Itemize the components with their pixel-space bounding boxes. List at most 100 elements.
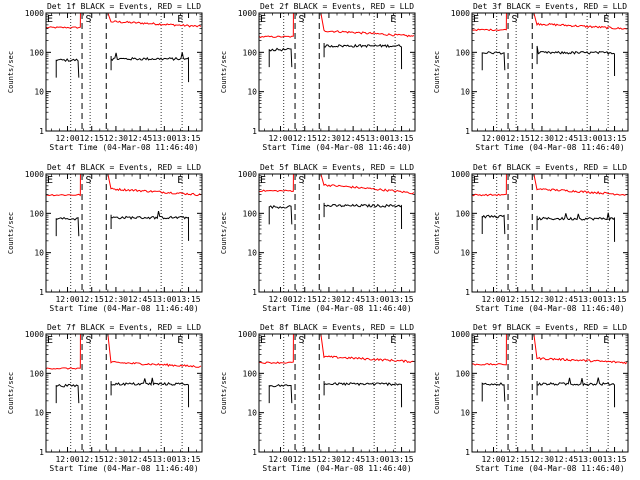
marker-s: S	[85, 175, 91, 186]
lld-series-line	[45, 173, 87, 197]
y-tick-label: 10	[34, 249, 44, 258]
panel-9: Det 9f BLACK = Events, RED = LLD 1 10 100 10…	[433, 323, 629, 473]
events-series-line	[110, 210, 190, 241]
x-tick-label: 13:15	[177, 295, 201, 304]
events-series-line	[323, 43, 403, 70]
marker-s: S	[511, 335, 517, 346]
marker-e: E	[603, 175, 609, 186]
events-series-line	[55, 216, 80, 237]
marker-e: E	[390, 175, 396, 186]
x-tick-label: 12:15	[506, 134, 530, 143]
y-tick-label: 10	[34, 88, 44, 97]
marker-e-left: E	[260, 335, 266, 346]
panel-1: Det 1f BLACK = Events, RED = LLD 1 10 100 10…	[7, 2, 203, 152]
marker-s: S	[298, 14, 304, 25]
y-tick-label: 10	[460, 88, 470, 97]
y-tick-label: 10	[460, 409, 470, 418]
marker-s: S	[85, 14, 91, 25]
y-tick-label: 100	[456, 369, 471, 378]
x-tick-label: 13:00	[365, 455, 389, 464]
marker-e-left: E	[260, 175, 266, 186]
x-tick-label: 12:15	[293, 295, 317, 304]
x-tick-label: 12:45	[341, 455, 365, 464]
y-tick-label: 1000	[238, 9, 257, 18]
y-axis-label: Counts/sec	[220, 372, 228, 414]
y-axis-label: Counts/sec	[7, 51, 15, 93]
events-series-line	[536, 212, 616, 242]
x-tick-label: 12:15	[293, 134, 317, 143]
x-tick-label: 13:15	[603, 134, 627, 143]
y-tick-label: 10	[247, 249, 257, 258]
x-tick-label: 12:45	[341, 134, 365, 143]
events-series-line	[481, 51, 506, 71]
x-axis-label: Start Time (04-Mar-08 11:46:40)	[49, 143, 198, 152]
x-tick-label: 12:30	[530, 295, 554, 304]
x-tick-label: 13:15	[390, 295, 414, 304]
panel-3: Det 3f BLACK = Events, RED = LLD 1 10 100 10…	[433, 2, 629, 152]
events-series-line	[55, 383, 80, 404]
lld-series-line	[471, 333, 513, 366]
panel-title: Det 8f BLACK = Events, RED = LLD	[260, 323, 414, 332]
y-axis-label: Counts/sec	[433, 372, 441, 414]
y-tick-label: 100	[243, 209, 258, 218]
x-tick-label: 12:45	[554, 455, 578, 464]
x-tick-label: 13:00	[578, 134, 602, 143]
panel-title: Det 5f BLACK = Events, RED = LLD	[260, 163, 414, 172]
x-tick-label: 12:00	[481, 295, 505, 304]
x-tick-label: 12:15	[506, 295, 530, 304]
marker-e-left: E	[47, 175, 53, 186]
y-tick-label: 10	[34, 409, 44, 418]
marker-e-left: E	[473, 14, 479, 25]
panel-title: Det 1f BLACK = Events, RED = LLD	[47, 2, 201, 11]
x-axis-label: Start Time (04-Mar-08 11:46:40)	[262, 304, 411, 313]
lld-series-line	[533, 12, 628, 30]
y-tick-label: 100	[30, 369, 45, 378]
x-tick-label: 13:00	[152, 134, 176, 143]
y-tick-label: 100	[243, 369, 258, 378]
x-tick-label: 13:15	[390, 134, 414, 143]
panel-title: Det 6f BLACK = Events, RED = LLD	[473, 163, 627, 172]
marker-e: E	[390, 335, 396, 346]
y-tick-label: 1000	[25, 170, 44, 179]
events-series-line	[268, 205, 293, 225]
y-tick-label: 1000	[25, 9, 44, 18]
x-tick-label: 12:45	[341, 295, 365, 304]
events-series-line	[268, 383, 293, 404]
panel-8: Det 8f BLACK = Events, RED = LLD 1 10 100 10…	[220, 323, 416, 473]
y-tick-label: 1	[252, 448, 257, 457]
x-tick-label: 13:15	[177, 455, 201, 464]
x-tick-label: 13:15	[177, 134, 201, 143]
marker-e: E	[603, 14, 609, 25]
events-series-line	[536, 377, 616, 408]
x-tick-label: 12:00	[481, 455, 505, 464]
lld-series-line	[471, 173, 513, 197]
x-tick-label: 12:30	[317, 455, 341, 464]
x-tick-label: 12:15	[80, 455, 104, 464]
x-tick-label: 12:30	[104, 455, 128, 464]
events-series-line	[323, 381, 403, 408]
y-tick-label: 1	[39, 127, 44, 136]
marker-e-left: E	[47, 335, 53, 346]
y-tick-label: 1000	[451, 330, 470, 339]
events-series-line	[481, 214, 506, 235]
y-tick-label: 1000	[238, 330, 257, 339]
events-series-line	[323, 202, 403, 229]
lld-series-line	[107, 333, 202, 368]
lld-series-line	[320, 12, 415, 38]
panel-5: Det 5f BLACK = Events, RED = LLD 1 10 100 10…	[220, 163, 416, 313]
x-axis-label: Start Time (04-Mar-08 11:46:40)	[475, 143, 624, 152]
x-tick-label: 12:30	[317, 134, 341, 143]
events-series-line	[268, 47, 293, 68]
y-axis-label: Counts/sec	[7, 212, 15, 254]
panel-2: Det 2f BLACK = Events, RED = LLD 1 10 100 10…	[220, 2, 416, 152]
y-tick-label: 100	[30, 48, 45, 57]
x-tick-label: 12:00	[268, 455, 292, 464]
y-tick-label: 100	[243, 48, 258, 57]
y-tick-label: 1	[465, 127, 470, 136]
y-tick-label: 10	[460, 249, 470, 258]
x-tick-label: 13:00	[152, 455, 176, 464]
y-tick-label: 100	[456, 209, 471, 218]
x-axis-label: Start Time (04-Mar-08 11:46:40)	[49, 304, 198, 313]
x-tick-label: 12:00	[55, 134, 79, 143]
